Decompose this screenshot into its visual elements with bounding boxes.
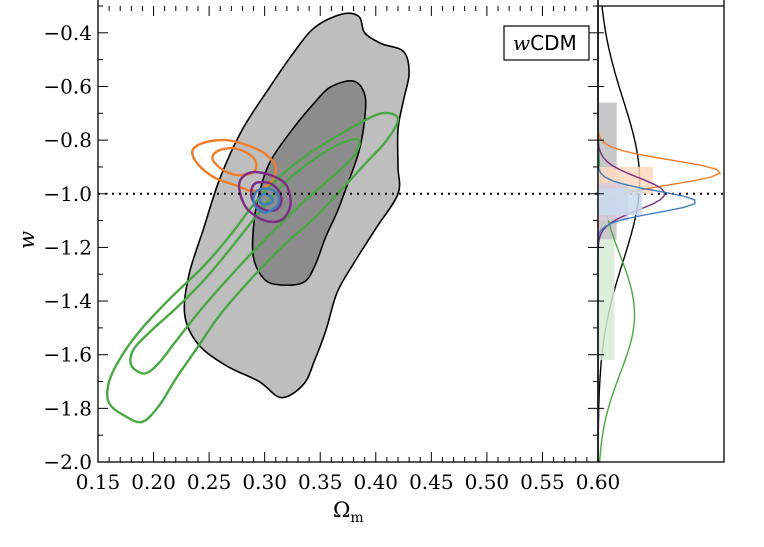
y-tick-label: −1.2: [43, 235, 92, 259]
x-axis-label-subscript: m: [350, 510, 363, 526]
x-tick-label: 0.25: [187, 470, 232, 494]
x-tick-label: 0.45: [409, 470, 454, 494]
x-axis-ticks: 0.15 0.20 0.25 0.30 0.35 0.40 0.45 0.50 0.55 0.60: [76, 6, 621, 494]
contour-green-inner: [129, 137, 361, 375]
contour-blue-inner: [258, 192, 274, 206]
x-tick-label: 0.60: [576, 470, 621, 494]
x-tick-label: 0.20: [131, 470, 176, 494]
contour-purple-outer: [237, 170, 292, 224]
y-tick-label: −2.0: [43, 450, 92, 474]
marginal-band-blue: [598, 188, 643, 216]
y-tick-label: −0.8: [43, 128, 92, 152]
x-tick-label: 0.35: [298, 470, 343, 494]
contour-orange-inner: [211, 146, 258, 177]
x-tick-label: 0.40: [354, 470, 399, 494]
y-tick-label: −1.8: [43, 396, 92, 420]
x-axis-label: Ωm: [333, 498, 364, 526]
legend-box: wCDM: [503, 25, 590, 61]
contour-blue-outer: [252, 187, 281, 214]
main-panel: 0.15 0.20 0.25 0.30 0.35 0.40 0.45 0.50 0.55 0.60…: [15, 0, 724, 526]
legend-frame: [503, 25, 590, 61]
marginal-ticks: [598, 5, 724, 463]
marginal-panel: [597, 0, 725, 463]
y-tick-label: −0.4: [43, 21, 92, 45]
y-tick-label: −1.0: [43, 182, 92, 206]
marginal-band-green: [598, 239, 615, 361]
marginal-w-distributions: [597, 5, 722, 463]
legend-label-cdm: CDM: [530, 31, 577, 55]
x-axis-label-symbol: Ω: [333, 498, 350, 522]
marginal-curve-black: [597, 5, 641, 462]
contour-green-outer: [106, 111, 400, 424]
contour-layer: [106, 12, 410, 424]
marginal-axes-frame: [597, 0, 725, 463]
y-tick-label: −1.6: [43, 343, 92, 367]
x-tick-label: 0.50: [465, 470, 510, 494]
y-tick-label: −0.6: [43, 74, 92, 98]
legend-label-w: w: [513, 31, 530, 55]
x-tick-label: 0.55: [520, 470, 565, 494]
y-tick-label: −1.4: [43, 289, 92, 313]
contour-purple-inner: [250, 180, 283, 213]
contour-black-inner: [251, 80, 367, 286]
legend-label: wCDM: [513, 31, 577, 55]
x-tick-label: 0.30: [242, 470, 287, 494]
y-axis-ticks: −2.0 −1.8 −1.6 −1.4 −1.2 −1.0 −0.8 −0.6 −0.4: [43, 5, 598, 474]
x-tick-label: 0.15: [76, 470, 121, 494]
y-axis-label: w: [15, 231, 39, 249]
